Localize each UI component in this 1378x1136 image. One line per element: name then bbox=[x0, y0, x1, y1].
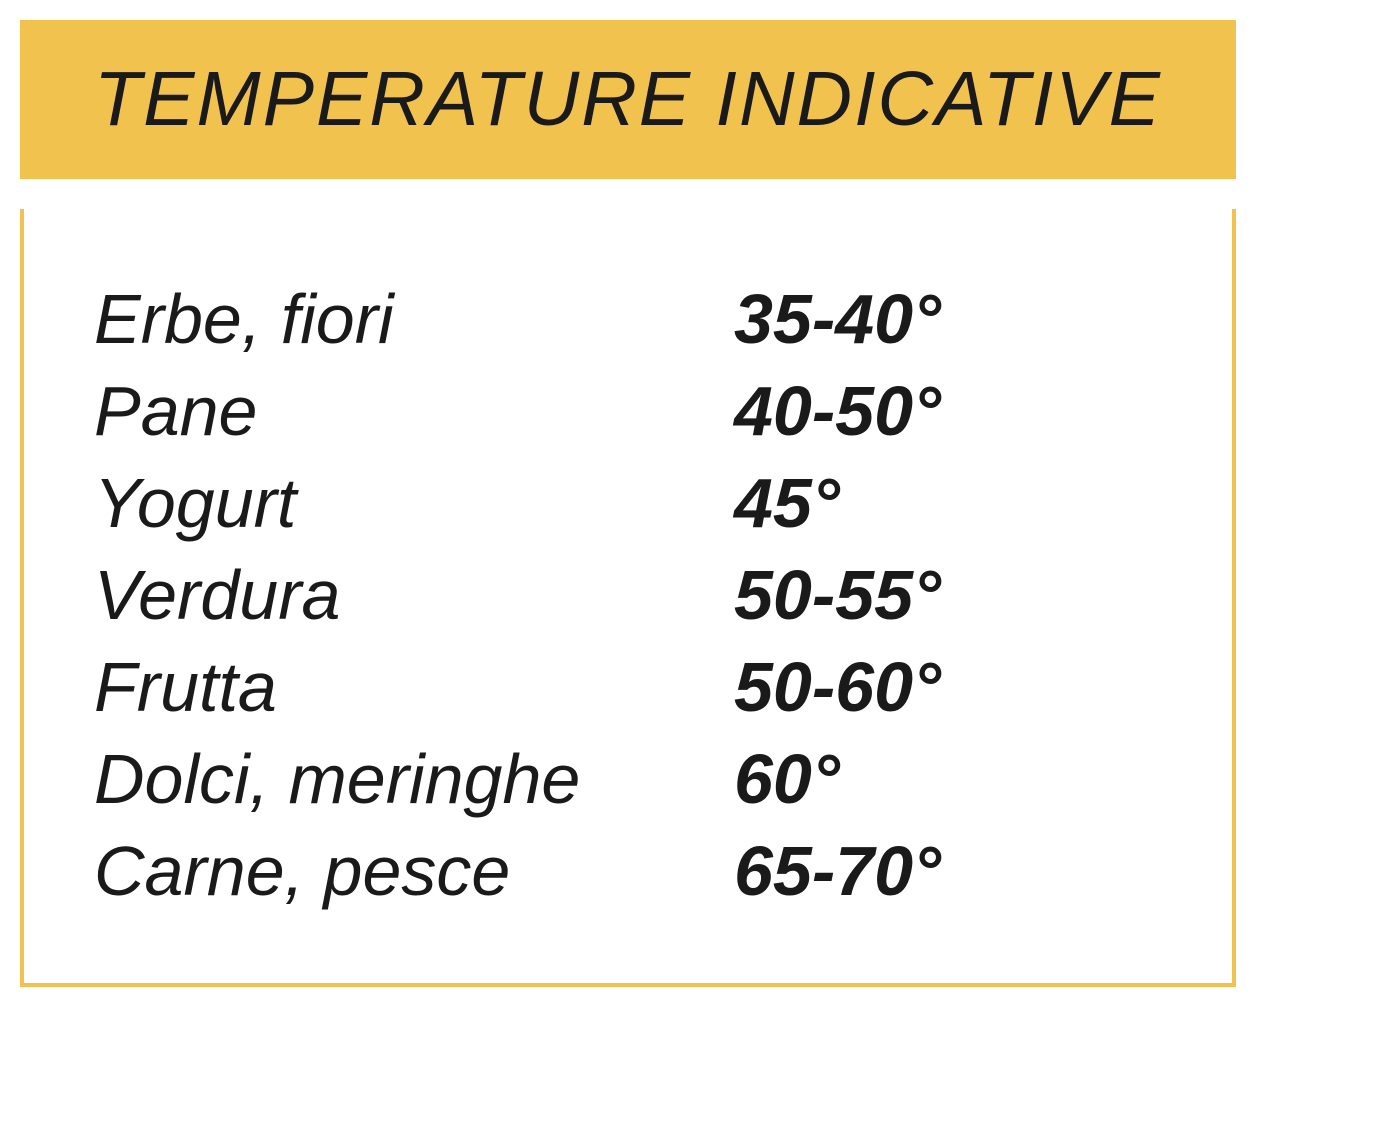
row-label: Erbe, fiori bbox=[94, 279, 734, 359]
row-label: Verdura bbox=[94, 555, 734, 635]
table-row: Erbe, fiori 35-40° bbox=[94, 279, 1172, 359]
table-row: Frutta 50-60° bbox=[94, 647, 1172, 727]
table-row: Pane 40-50° bbox=[94, 371, 1172, 451]
row-label: Pane bbox=[94, 371, 734, 451]
row-value: 65-70° bbox=[734, 831, 941, 911]
table-row: Verdura 50-55° bbox=[94, 555, 1172, 635]
row-value: 35-40° bbox=[734, 279, 941, 359]
row-value: 60° bbox=[734, 739, 840, 819]
table-header: TEMPERATURE INDICATIVE bbox=[20, 20, 1236, 179]
row-value: 50-55° bbox=[734, 555, 941, 635]
row-label: Carne, pesce bbox=[94, 831, 734, 911]
table-row: Carne, pesce 65-70° bbox=[94, 831, 1172, 911]
table-row: Dolci, meringhe 60° bbox=[94, 739, 1172, 819]
row-value: 40-50° bbox=[734, 371, 941, 451]
table-row: Yogurt 45° bbox=[94, 463, 1172, 543]
row-label: Yogurt bbox=[94, 463, 734, 543]
row-label: Frutta bbox=[94, 647, 734, 727]
row-label: Dolci, meringhe bbox=[94, 739, 734, 819]
temperature-table: TEMPERATURE INDICATIVE Erbe, fiori 35-40… bbox=[20, 20, 1236, 987]
row-value: 45° bbox=[734, 463, 840, 543]
table-body: Erbe, fiori 35-40° Pane 40-50° Yogurt 45… bbox=[20, 209, 1236, 987]
table-title: TEMPERATURE INDICATIVE bbox=[70, 55, 1186, 144]
row-value: 50-60° bbox=[734, 647, 941, 727]
